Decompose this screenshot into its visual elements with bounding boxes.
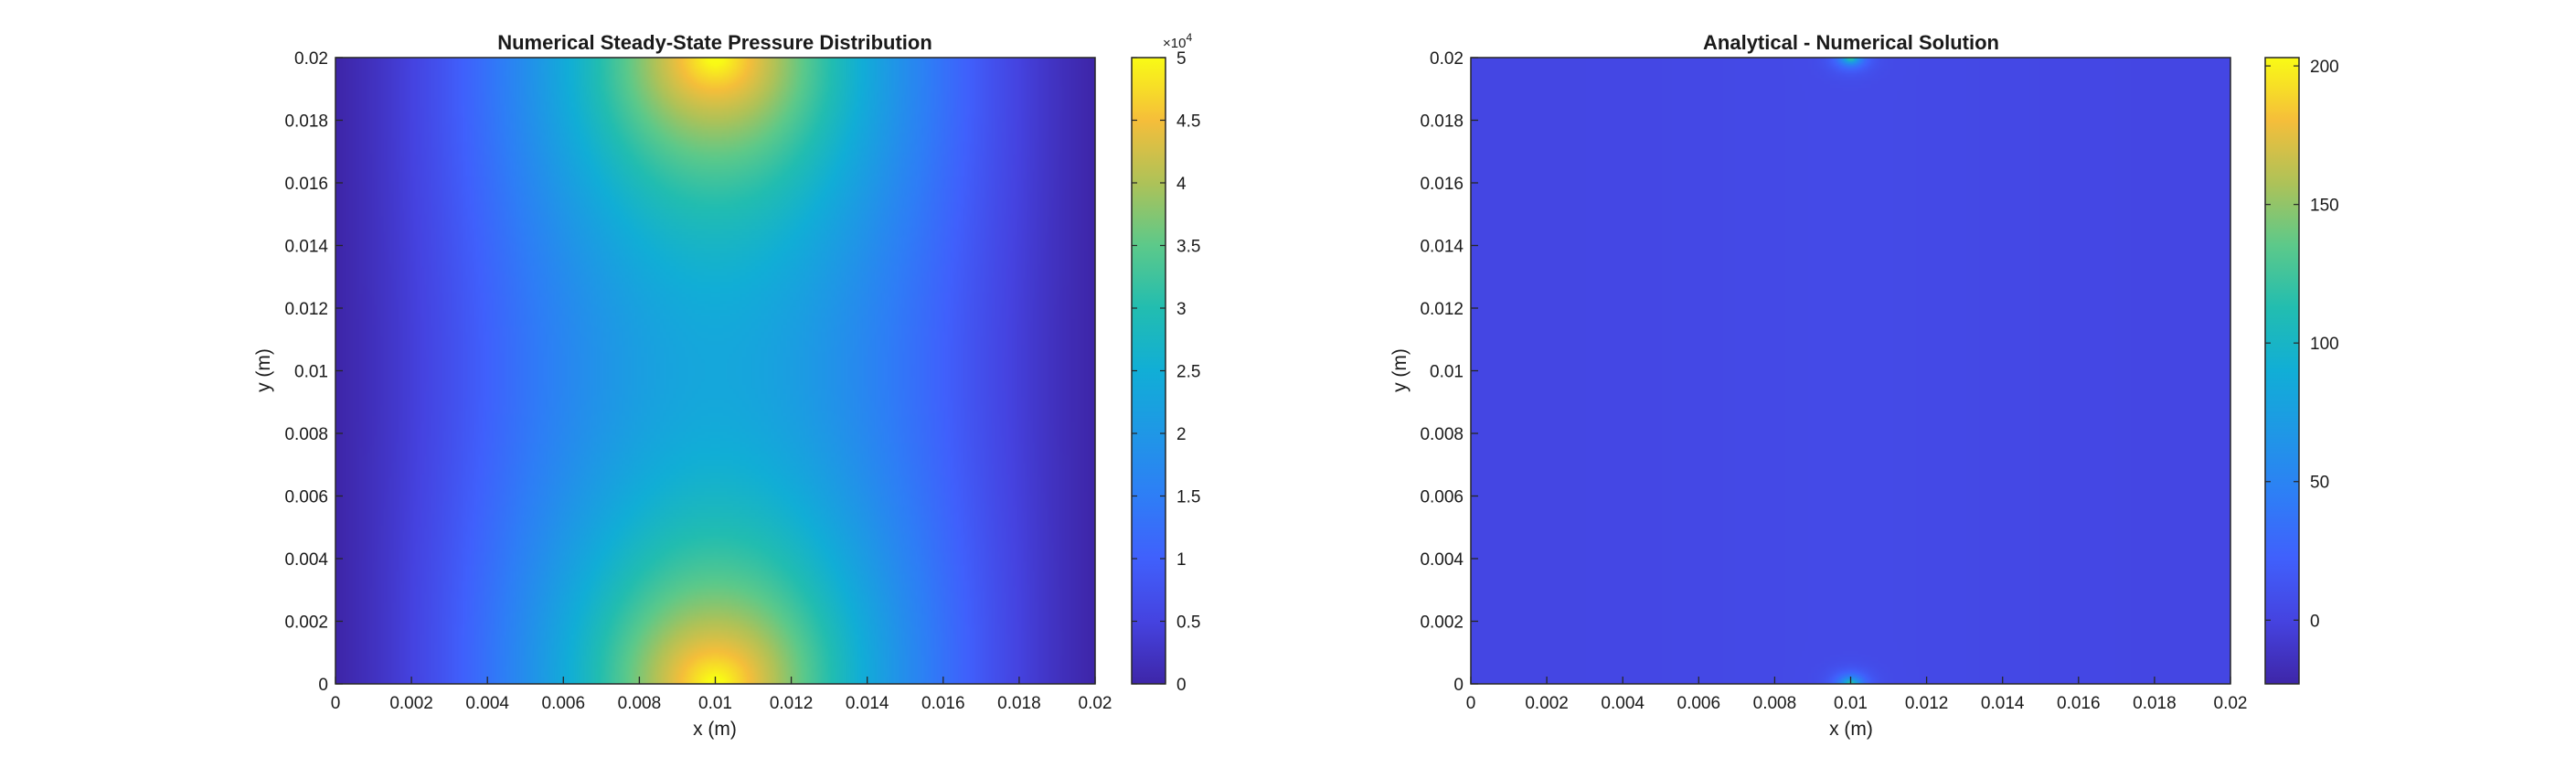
x-tick-label: 0.002	[389, 694, 433, 713]
y-tick-label: 0.012	[284, 300, 328, 319]
colorbar-tick-label: 0.5	[1176, 613, 1200, 633]
panel-difference: Analytical - Numerical Solution 0 0.002 0.…	[1389, 31, 2339, 740]
colorbar-tick-label: 3	[1176, 300, 1187, 319]
x-axis-label: x (m)	[1829, 719, 1873, 740]
chart-title: Numerical Steady-State Pressure Distribu…	[497, 31, 932, 54]
x-tick-label: 0.018	[997, 694, 1041, 713]
y-tick-label: 0	[318, 676, 328, 695]
y-axis-ticks: 0 0.002 0.004 0.006 0.008 0.01 0.012 0.014 0.016…	[284, 49, 343, 695]
x-tick-label: 0.014	[846, 694, 889, 713]
y-tick-label: 0.006	[284, 488, 328, 507]
y-tick-label: 0.004	[1420, 550, 1464, 570]
colorbar-tick-label: 2	[1176, 425, 1187, 444]
y-tick-label: 0.02	[1430, 49, 1464, 69]
heatmap-image	[1471, 58, 2230, 684]
y-tick-label: 0.002	[284, 613, 328, 633]
panel-pressure: Numerical Steady-State Pressure Distribu…	[253, 31, 1200, 740]
y-tick-label: 0.002	[1420, 613, 1464, 633]
x-tick-label: 0.018	[2133, 694, 2177, 713]
y-tick-label: 0.01	[1430, 363, 1464, 382]
y-tick-label: 0.008	[1420, 425, 1464, 444]
x-tick-label: 0.014	[1981, 694, 2025, 713]
colorbar-tick-label: 4.5	[1176, 112, 1200, 132]
chart-title: Analytical - Numerical Solution	[1703, 31, 1999, 54]
y-tick-label: 0.01	[294, 363, 328, 382]
x-tick-label: 0.002	[1525, 694, 1569, 713]
x-axis-ticks: 0 0.002 0.004 0.006 0.008 0.01 0.012 0.014 0.016…	[1466, 677, 2248, 713]
colorbar-tick-label: 4	[1176, 175, 1187, 194]
y-axis-label: y (m)	[1389, 348, 1410, 392]
y-tick-label: 0.014	[1420, 238, 1464, 257]
x-tick-label: 0.01	[698, 694, 732, 713]
colorbar-tick-label: 1.5	[1176, 488, 1200, 507]
x-tick-label: 0.004	[465, 694, 509, 713]
y-tick-label: 0.016	[1420, 175, 1464, 194]
colorbar-tick-label: 0	[2310, 612, 2320, 631]
x-axis-ticks: 0 0.002 0.004 0.006 0.008 0.01 0.012 0.014 0.016…	[331, 677, 1112, 713]
y-tick-label: 0.016	[284, 175, 328, 194]
x-tick-label: 0.012	[770, 694, 814, 713]
x-tick-label: 0.004	[1601, 694, 1645, 713]
x-tick-label: 0.006	[542, 694, 586, 713]
colorbar-exponent: ×104	[1163, 31, 1192, 51]
colorbar-tick-label: 100	[2310, 335, 2339, 354]
x-tick-label: 0.016	[2057, 694, 2101, 713]
y-tick-label: 0.02	[294, 49, 328, 69]
x-tick-label: 0.01	[1834, 694, 1868, 713]
y-tick-label: 0.004	[284, 550, 328, 570]
colorbar-tick-label: 5	[1176, 49, 1187, 69]
colorbar-tick-label: 2.5	[1176, 363, 1200, 382]
colorbar-tick-label: 3.5	[1176, 238, 1200, 257]
x-tick-label: 0.016	[921, 694, 965, 713]
y-tick-label: 0.006	[1420, 488, 1464, 507]
y-tick-label: 0.014	[284, 238, 328, 257]
y-tick-label: 0.018	[1420, 112, 1464, 132]
x-tick-label: 0.008	[618, 694, 662, 713]
y-tick-label: 0.012	[1420, 300, 1464, 319]
colorbar-tick-label: 1	[1176, 550, 1187, 570]
x-tick-label: 0	[1466, 694, 1476, 713]
y-axis-label: y (m)	[253, 348, 274, 392]
y-tick-label: 0.018	[284, 112, 328, 132]
y-tick-label: 0	[1453, 676, 1464, 695]
x-tick-label: 0.008	[1753, 694, 1797, 713]
x-tick-label: 0.02	[2214, 694, 2248, 713]
x-axis-label: x (m)	[693, 719, 737, 740]
colorbar-tick-label: 0	[1176, 676, 1187, 695]
colorbar	[2264, 57, 2300, 685]
colorbar-tick-label: 50	[2310, 474, 2329, 493]
x-tick-label: 0.02	[1079, 694, 1112, 713]
y-tick-label: 0.008	[284, 425, 328, 444]
colorbar	[1131, 57, 1166, 685]
x-tick-label: 0	[331, 694, 341, 713]
x-tick-label: 0.012	[1905, 694, 1949, 713]
y-axis-ticks: 0 0.002 0.004 0.006 0.008 0.01 0.012 0.014 0.016…	[1420, 49, 1478, 695]
colorbar-tick-label: 150	[2310, 197, 2339, 216]
x-tick-label: 0.006	[1677, 694, 1721, 713]
colorbar-tick-label: 200	[2310, 58, 2339, 77]
heatmap-image	[335, 58, 1095, 684]
colorbar-ticks: 0 50 100 150 200	[2265, 58, 2339, 631]
colorbar-ticks: 0 0.5 1 1.5 2 2.5 3 3.5 4 4.5 5	[1132, 49, 1200, 695]
